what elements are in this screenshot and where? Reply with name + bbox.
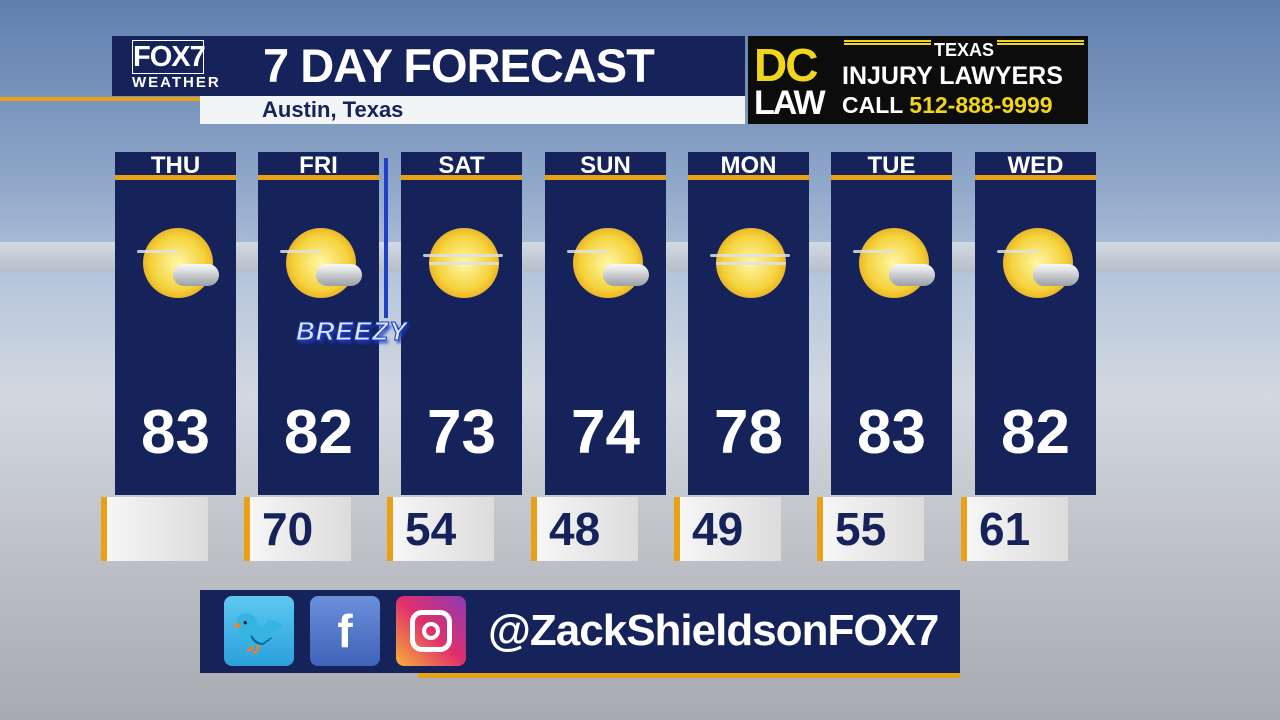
high-temp: 73 [427, 398, 496, 467]
accent-line [418, 673, 960, 678]
ad-line1-text: TEXAS [930, 40, 997, 60]
day-column-wed: WED 82 [975, 152, 1096, 495]
day-label: MON [688, 152, 809, 180]
ad-brand-bottom: LAW [754, 84, 826, 122]
day-column-fri: FRI 82 [258, 152, 379, 495]
ad-call: CALL 512-888-9999 [842, 92, 1053, 119]
high-temp: 83 [141, 398, 210, 467]
social-bar: 🐦 f @ZackShieldsonFOX7 [200, 590, 960, 673]
high-temp: 74 [571, 398, 640, 467]
low-temp: 48 [531, 497, 638, 561]
day-label: SAT [401, 152, 522, 180]
day-column-tue: TUE 83 [831, 152, 952, 495]
fox7-weather-logo: FOX7 WEATHER [132, 40, 238, 94]
low-temp [101, 497, 208, 561]
hazy-sun-icon [710, 224, 790, 304]
day-column-sun: SUN 74 [545, 152, 666, 495]
day-column-mon: MON 78 [688, 152, 809, 495]
logo-text: FOX7 [132, 40, 206, 74]
ad-line2: INJURY LAWYERS [842, 62, 1063, 90]
location-label: Austin, Texas [200, 96, 745, 124]
low-temp: 49 [674, 497, 781, 561]
cold-front-icon [374, 158, 388, 318]
high-temp: 83 [857, 398, 926, 467]
partly-sunny-icon [137, 224, 219, 304]
social-handle: @ZackShieldsonFOX7 [488, 606, 939, 655]
low-temp: 70 [244, 497, 351, 561]
partly-sunny-icon [567, 224, 649, 304]
low-temp: 61 [961, 497, 1068, 561]
ad-call-label: CALL [842, 92, 903, 118]
page-title: 7 DAY FORECAST [263, 39, 655, 92]
logo-subtext: WEATHER [132, 74, 221, 91]
twitter-icon: 🐦 [224, 596, 294, 666]
partly-sunny-icon [997, 224, 1079, 304]
instagram-icon [396, 596, 466, 666]
day-label: FRI [258, 152, 379, 180]
accent-line [0, 97, 200, 101]
partly-sunny-icon [853, 224, 935, 304]
high-temp: 82 [284, 398, 353, 467]
low-temp: 55 [817, 497, 924, 561]
day-label: THU [115, 152, 236, 180]
ad-line1: TEXAS [844, 40, 1084, 60]
day-column-thu: THU 83 [115, 152, 236, 495]
day-label: WED [975, 152, 1096, 180]
partly-sunny-icon [280, 224, 362, 304]
high-temp: 82 [1001, 398, 1070, 467]
day-column-sat: SAT 73 [401, 152, 522, 495]
ad-brand-top: DC [754, 39, 818, 91]
hazy-sun-icon [423, 224, 503, 304]
breezy-label: BREEZY [295, 316, 408, 347]
facebook-icon: f [310, 596, 380, 666]
header-bar: FOX7 WEATHER 7 DAY FORECAST [112, 36, 745, 96]
high-temp: 78 [714, 398, 783, 467]
sponsor-ad: DC LAW TEXAS INJURY LAWYERS CALL 512-888… [748, 36, 1088, 124]
low-temp: 54 [387, 497, 494, 561]
ad-phone: 512-888-9999 [909, 92, 1053, 118]
day-label: SUN [545, 152, 666, 180]
day-label: TUE [831, 152, 952, 180]
